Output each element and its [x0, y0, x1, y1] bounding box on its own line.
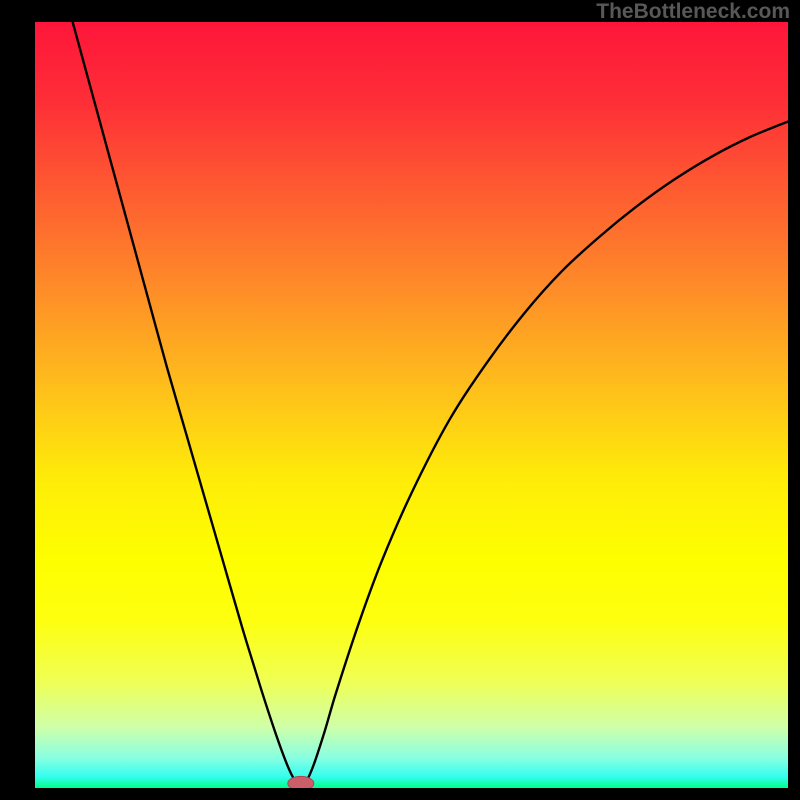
optimal-marker: [288, 776, 314, 788]
chart-svg: [35, 22, 788, 788]
plot-area: [35, 22, 788, 788]
watermark-text: TheBottleneck.com: [596, 0, 790, 24]
gradient-background: [35, 22, 788, 788]
